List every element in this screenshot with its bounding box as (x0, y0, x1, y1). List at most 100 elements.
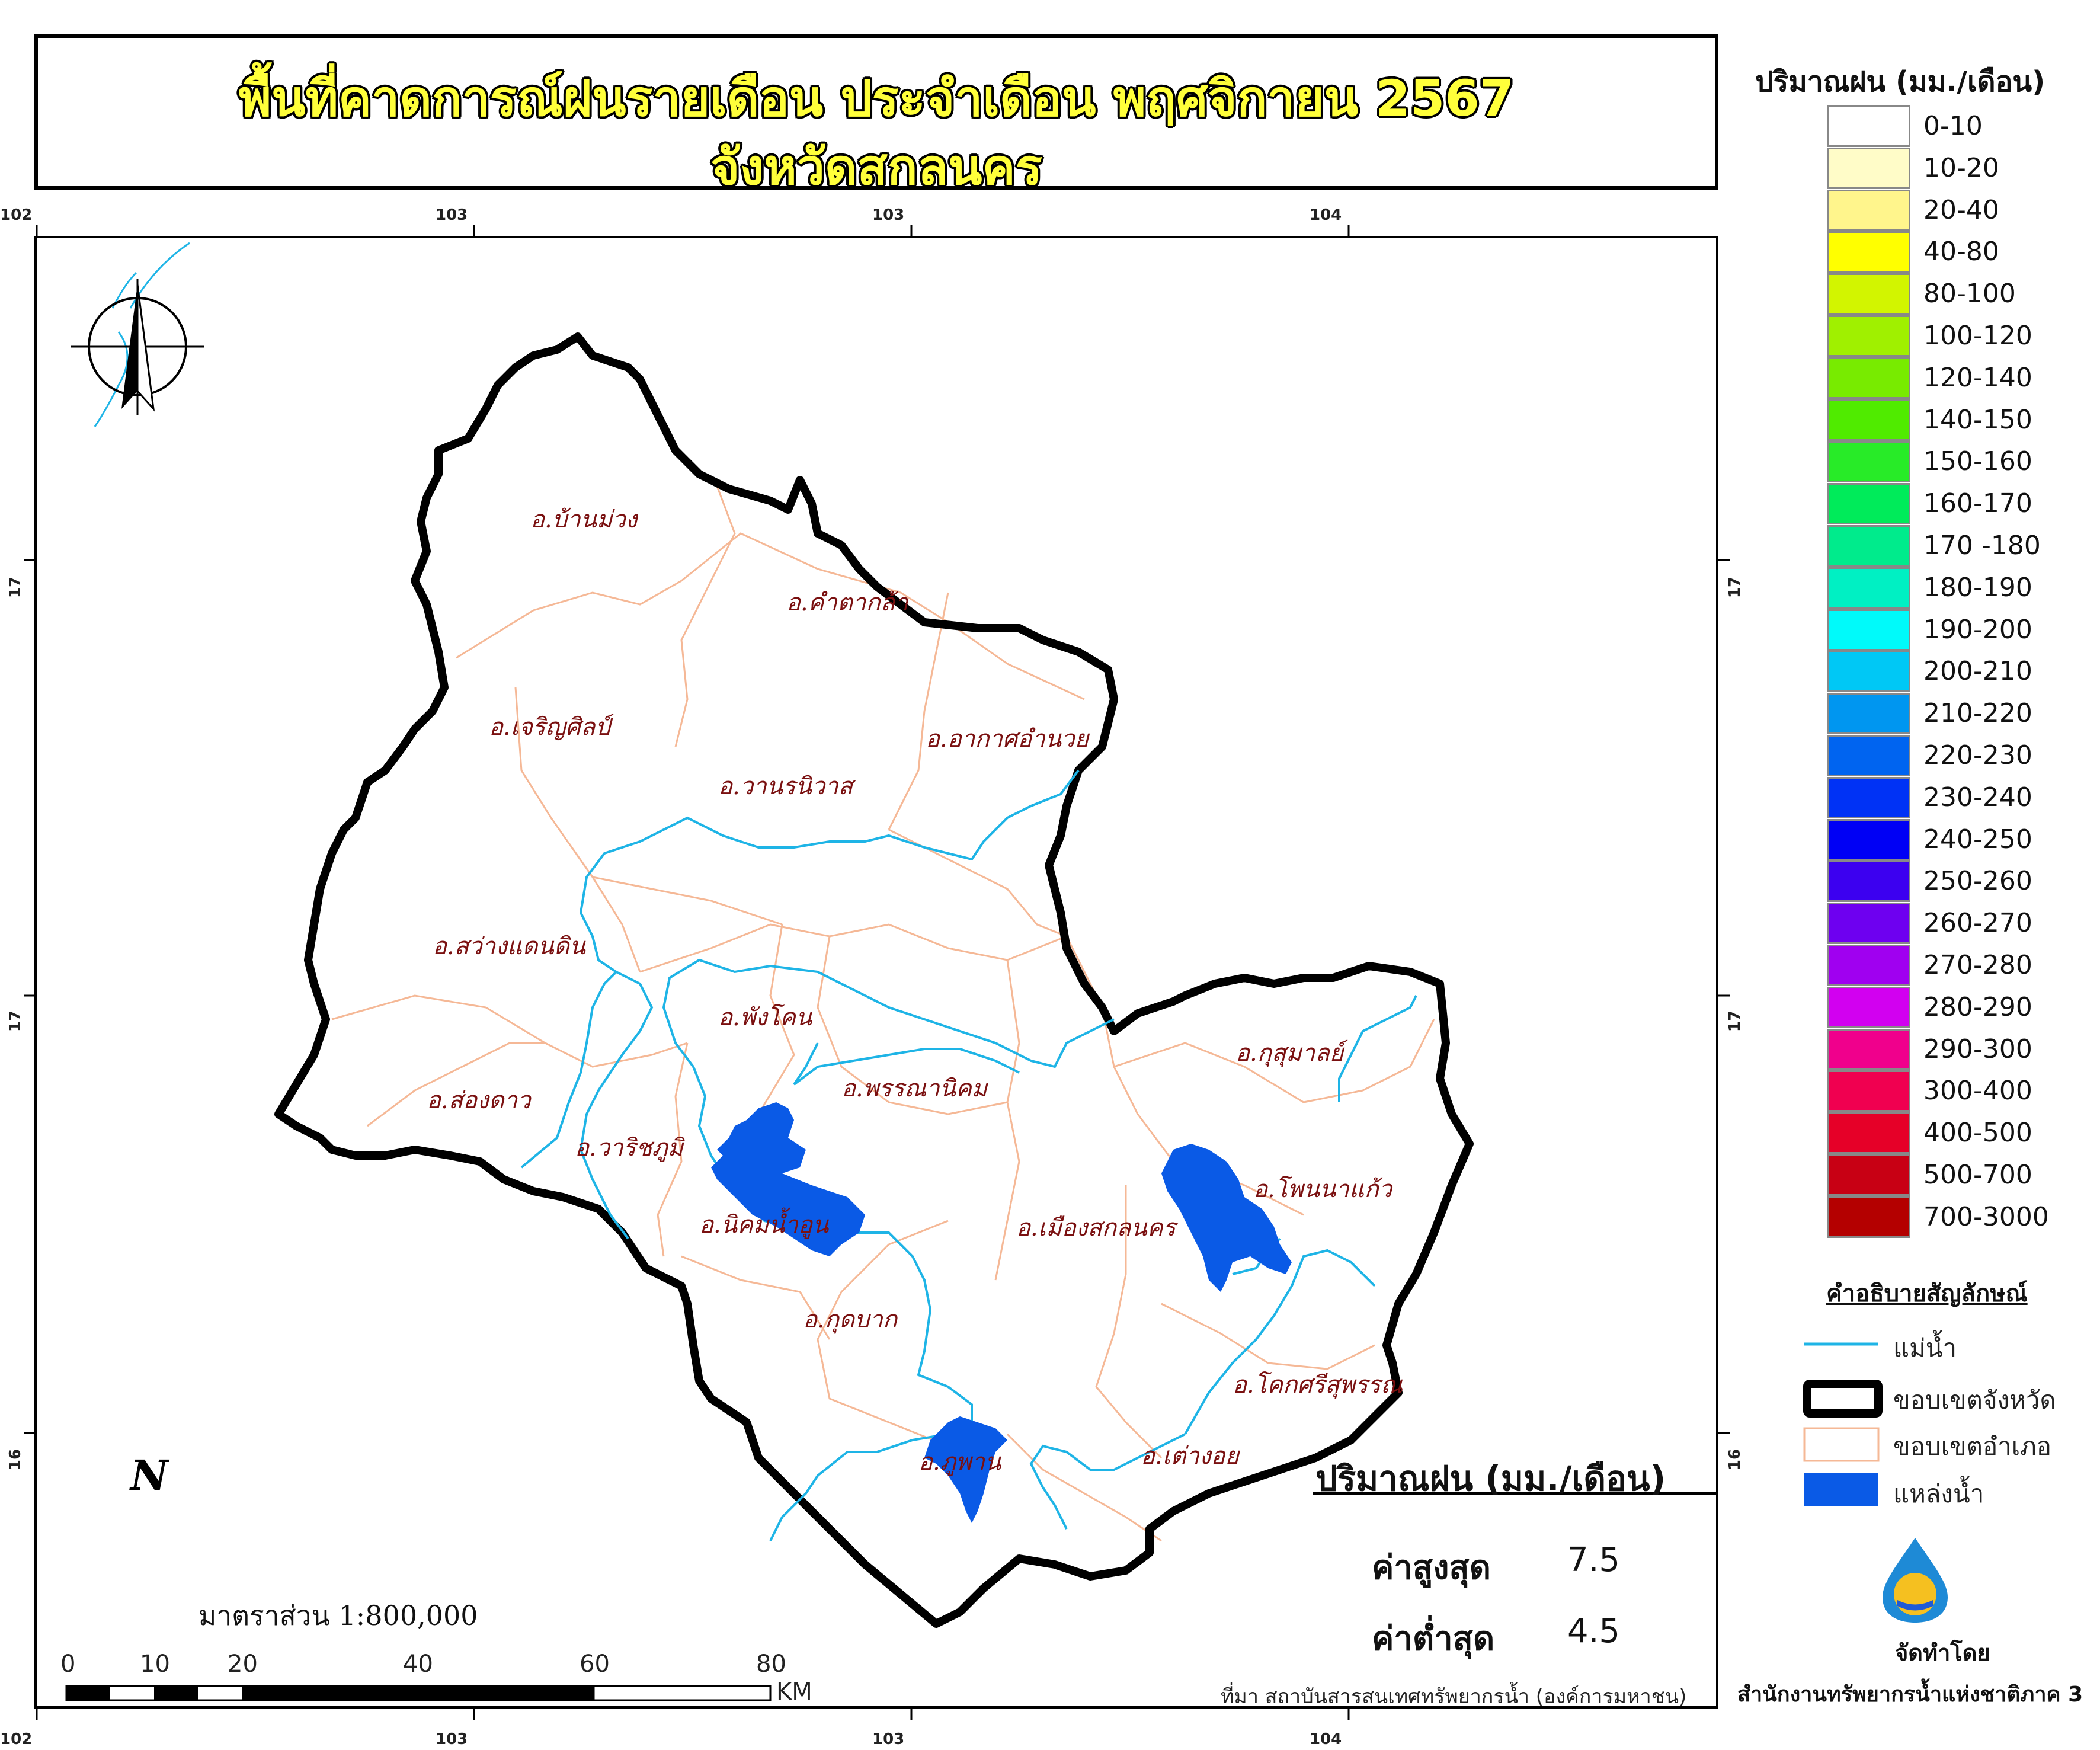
scale-tick-40: 40 (403, 1650, 433, 1678)
legend-swatch (1827, 1154, 1910, 1196)
stats-title: ปริมาณฝน (มม./เดือน) (1315, 1458, 1666, 1499)
water-bodies (711, 1102, 1292, 1523)
legend-swatch (1827, 231, 1910, 273)
district-label-khamtakla: อ.คำตากล้า (786, 589, 909, 616)
scale-tick-10: 10 (140, 1650, 170, 1678)
scale-ratio: มาตราส่วน 1:800,000 (199, 1599, 478, 1631)
stat-max-label: ค่าสูงสุด (1372, 1549, 1491, 1587)
legend-swatch (1827, 651, 1910, 693)
district-boundaries (331, 485, 1435, 1542)
stat-min-label: ค่าต่ำสุด (1372, 1620, 1495, 1658)
top-tick-3: 103 (872, 206, 905, 224)
bottom-tick-3: 103 (872, 1730, 905, 1748)
legend-class-label: 10-20 (1923, 152, 1999, 183)
legend-swatch (1827, 1070, 1910, 1112)
top-tick-1: 102 (0, 206, 33, 224)
legend-swatch (1827, 315, 1910, 357)
symbol-legend-title: คำอธิบายสัญลักษณ์ (1826, 1280, 2028, 1307)
legend-class-label: 140-150 (1923, 404, 2032, 435)
legend-class-label: 500-700 (1923, 1160, 2032, 1190)
legend-class-label: 100-120 (1923, 321, 2032, 351)
top-tick-4: 104 (1310, 206, 1342, 224)
district-label-songdao: อ.ส่องดาว (427, 1087, 532, 1114)
legend-swatch (1827, 1196, 1910, 1238)
legend-class-label: 230-240 (1923, 782, 2032, 812)
legend-swatch (1827, 776, 1910, 818)
bottom-tick-4: 104 (1310, 1730, 1342, 1748)
map-frame (34, 236, 1718, 1709)
district-label-taongoi: อ.เต่างอย (1141, 1442, 1240, 1470)
legend-swatch (1827, 567, 1910, 609)
legend-class-label: 400-500 (1923, 1118, 2032, 1148)
stat-min-value: 4.5 (1567, 1612, 1621, 1650)
district-label-wanonniwat: อ.วานรนิวาส (718, 773, 856, 800)
legend-swatch (1827, 1028, 1910, 1070)
district-label-kutbak: อ.กุดบาก (803, 1306, 898, 1334)
legend-class-label: 210-220 (1923, 698, 2032, 729)
scale-unit: KM (776, 1678, 812, 1706)
legend-class-label: 160-170 (1923, 488, 2032, 519)
producer-office: สำนักงานทรัพยากรน้ำแห่งชาติภาค 3 (1737, 1682, 2083, 1707)
legend-swatch (1827, 525, 1910, 567)
legend-swatch (1827, 986, 1910, 1028)
legend-class-label: 20-40 (1923, 194, 1999, 225)
legend-class-label: 220-230 (1923, 740, 2032, 770)
district-label-sawangdaendin: อ.สว่างแดนดิน (433, 933, 587, 960)
water-symbol (1804, 1473, 1878, 1506)
scale-bar (65, 1685, 772, 1701)
legend-class-label: 190-200 (1923, 614, 2032, 645)
legend-swatch (1827, 483, 1910, 525)
province-symbol (1803, 1380, 1883, 1418)
legend-class-label: 40-80 (1923, 236, 1999, 267)
top-tick-2: 103 (436, 206, 468, 224)
province-boundary (274, 332, 1474, 1628)
legend-class-label: 300-400 (1923, 1076, 2032, 1106)
title-box: พื้นที่คาดการณ์ฝนรายเดือน ประจำเดือน พฤศ… (34, 34, 1718, 197)
legend-class-label: 270-280 (1923, 950, 2032, 980)
district-label-waritchaphum: อ.วาริชภูมิ (575, 1134, 685, 1162)
legend-title: ปริมาณฝน (มม./เดือน) (1755, 65, 2045, 98)
map-title: พื้นที่คาดการณ์ฝนรายเดือน ประจำเดือน พฤศ… (238, 69, 1515, 129)
bottom-tick-1: 102 (0, 1730, 33, 1748)
legend-class-label: 180-190 (1923, 572, 2032, 603)
district-label-charoensin: อ.เจริญศิลป์ (489, 714, 614, 741)
district-label-phuphan: อ.ภูพาน (918, 1448, 1002, 1476)
district-labels: อ.บ้านม่วง อ.คำตากล้า อ.เจริญศิลป์ อ.อาก… (427, 506, 1403, 1476)
agency-logo (1883, 1538, 1948, 1623)
map-subtitle: จังหวัดสกลนคร (710, 137, 1043, 197)
symbol-river-label: แม่น้ำ (1893, 1333, 1957, 1362)
district-label-khoksisuphan: อ.โคกศรีสุพรรณ (1233, 1371, 1403, 1399)
legend-class-label: 700-3000 (1923, 1201, 2049, 1232)
legend-swatch (1827, 693, 1910, 735)
legend-class-label: 150-160 (1923, 446, 2032, 477)
legend-swatch (1827, 189, 1910, 231)
legend-class-label: 280-290 (1923, 991, 2032, 1022)
legend-swatch (1827, 735, 1910, 776)
symbol-province-label: ขอบเขตจังหวัด (1893, 1386, 2056, 1415)
legend-swatch (1827, 357, 1910, 399)
legend-class-label: 290-300 (1923, 1034, 2032, 1064)
legend-swatch (1827, 105, 1910, 147)
made-by-label: จัดทำโดย (1895, 1640, 1990, 1666)
district-label-phonnakaeo: อ.โพนนาแก้ว (1253, 1175, 1394, 1203)
legend-class-label: 200-210 (1923, 656, 2032, 687)
district-label-kusuman: อ.กุสุมาลย์ (1235, 1039, 1348, 1067)
symbol-water-label: แหล่งน้ำ (1893, 1479, 1984, 1508)
rivers (520, 769, 1417, 1541)
north-arrow (71, 242, 204, 427)
scale-tick-80: 80 (756, 1650, 786, 1678)
legend-class-label: 250-260 (1923, 866, 2032, 897)
district-label-phangkhon: อ.พังโคน (718, 1003, 813, 1031)
legend-swatch (1827, 945, 1910, 986)
legend-swatch (1827, 860, 1910, 903)
scale-tick-60: 60 (580, 1650, 610, 1678)
legend-swatch (1827, 399, 1910, 441)
scale-tick-0: 0 (60, 1650, 76, 1678)
legend-class-label: 260-270 (1923, 908, 2032, 939)
legend-swatch (1827, 609, 1910, 651)
symbol-swatches (1803, 1342, 1883, 1506)
district-symbol (1803, 1427, 1880, 1462)
district-label-nikhomnamun: อ.นิคมน้ำอูน (699, 1207, 830, 1239)
